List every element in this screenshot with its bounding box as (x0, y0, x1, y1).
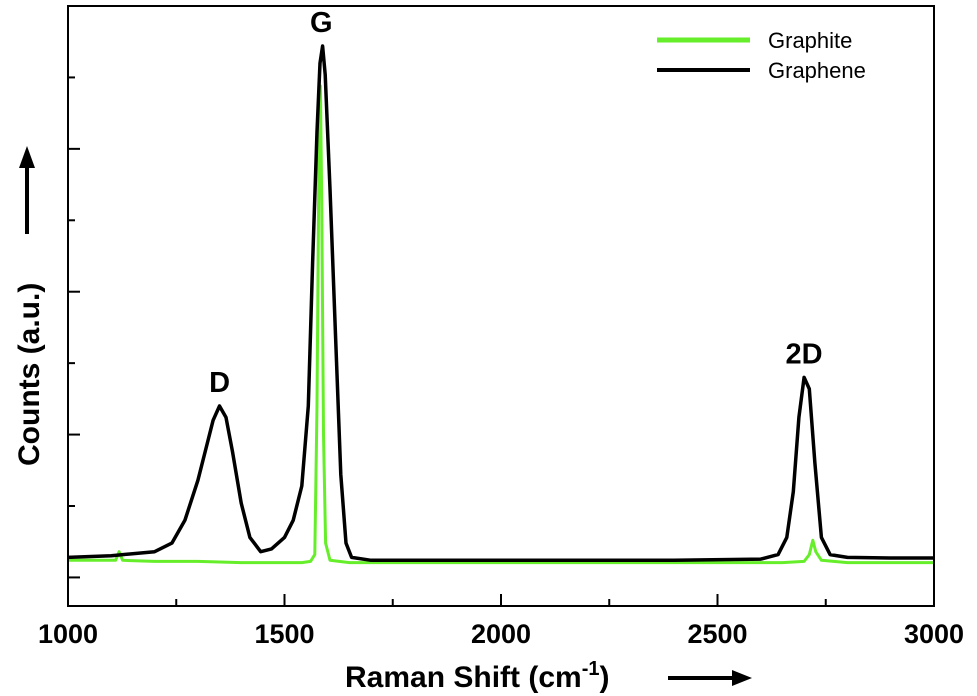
peak-annotations: D G 2D (209, 7, 823, 399)
y-axis-arrow-head (19, 146, 35, 168)
series-line-graphene (67, 44, 934, 563)
y-axis-ticks (68, 76, 80, 579)
y-axis-title-text: Counts (a.u.) (13, 283, 46, 466)
peak-label-2d: 2D (786, 338, 823, 370)
x-tick-label: 1500 (254, 619, 314, 649)
plot-series (67, 44, 934, 565)
x-axis-title-text: Raman Shift (cm-1) (345, 658, 610, 694)
peak-label-d: D (209, 367, 230, 399)
y-axis-title: Counts (a.u.) (13, 146, 46, 466)
x-axis-title-main: Raman Shift (345, 661, 520, 694)
x-tick-label: 1000 (38, 619, 98, 649)
x-axis-ticks: 1000 1500 2000 2500 3000 (38, 594, 964, 649)
x-axis-title: Raman Shift (cm-1) (345, 658, 752, 694)
plot-frame (67, 5, 935, 607)
x-tick-label: 2000 (471, 619, 531, 649)
x-tick-label: 3000 (904, 619, 964, 649)
x-axis-unit-superscript: -1 (582, 658, 600, 680)
legend-label-graphite: Graphite (768, 28, 852, 53)
x-tick-label: 2500 (687, 619, 747, 649)
series-line-graphite (68, 84, 934, 565)
legend: Graphite Graphene (657, 28, 866, 83)
x-axis-unit-close: ) (600, 661, 610, 694)
x-axis-unit: (cm (528, 661, 581, 694)
peak-label-g: G (310, 7, 333, 39)
x-axis-arrow-head (732, 670, 752, 686)
legend-label-graphene: Graphene (768, 58, 866, 83)
